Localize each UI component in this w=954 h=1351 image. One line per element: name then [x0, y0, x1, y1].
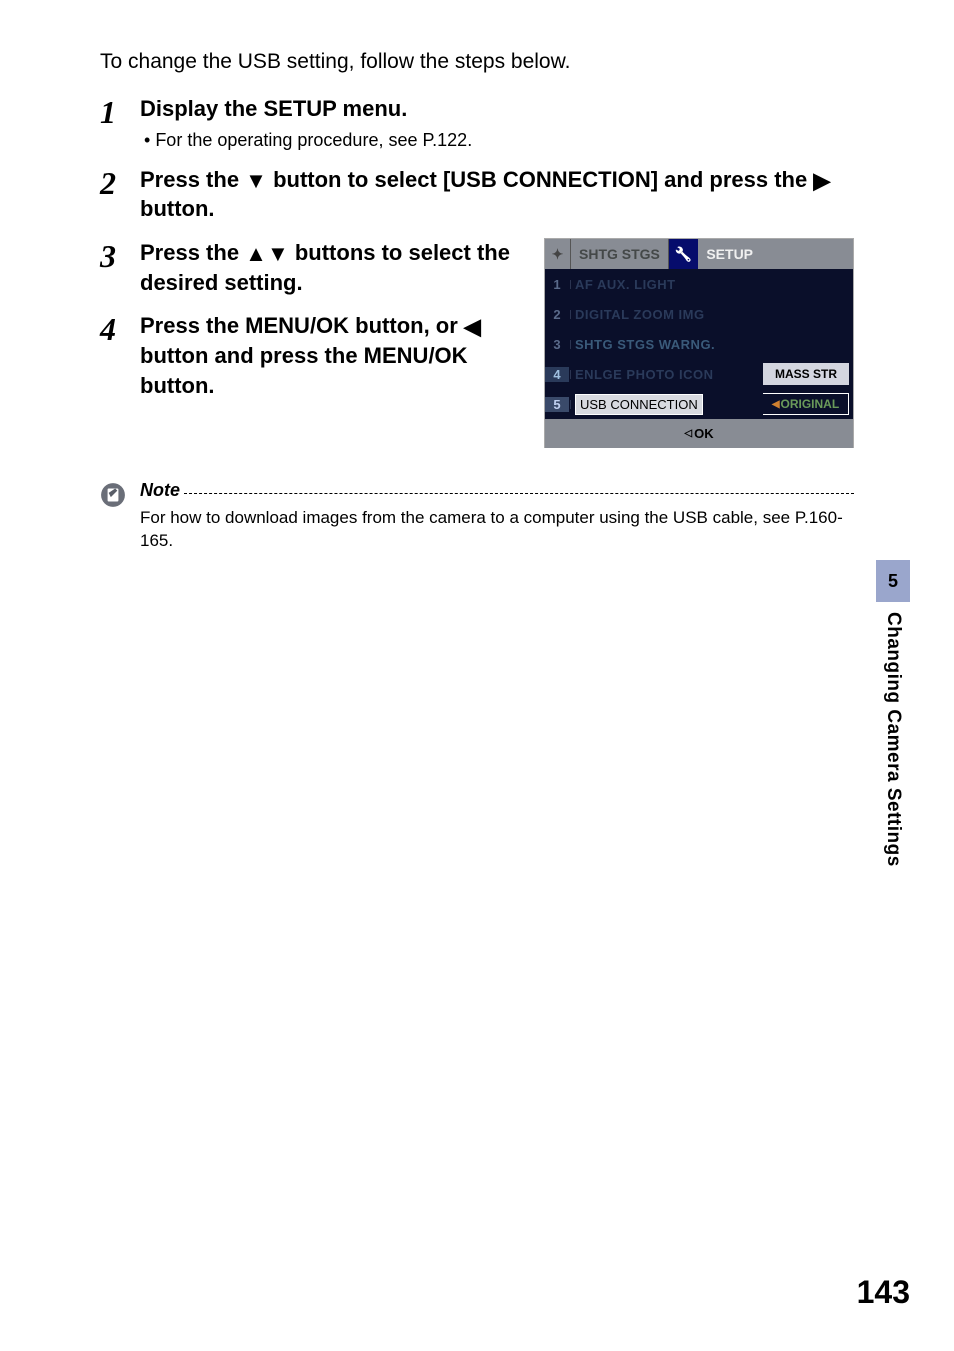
chapter-title: Changing Camera Settings — [882, 602, 904, 867]
step-sub: For the operating procedure, see P.122. — [140, 130, 854, 151]
row-num: 2 — [545, 307, 569, 322]
note-text: For how to download images from the came… — [140, 507, 854, 553]
text-fragment: button to select [USB CONNECTION] and pr… — [267, 167, 813, 192]
arrow-down-icon — [245, 166, 267, 196]
screen-footer: ◁OK — [545, 419, 853, 448]
tab-shtg: SHTG STGS — [571, 239, 669, 269]
step-4: 4 Press the MENU/OK button, or button an… — [100, 311, 526, 400]
text-fragment: button. — [140, 196, 215, 221]
menu-row: 1 AF AUX. LIGHT — [545, 269, 853, 299]
arrow-down-icon — [267, 239, 289, 269]
tab-blank: ✦ — [545, 239, 571, 269]
step-number: 4 — [100, 311, 140, 345]
page-number: 143 — [857, 1274, 910, 1311]
step-number: 2 — [100, 165, 140, 199]
row-label: DIGITAL ZOOM IMG — [569, 307, 853, 322]
row-num: 4 — [545, 367, 569, 382]
menu-row: 2 DIGITAL ZOOM IMG — [545, 299, 853, 329]
row-num: 3 — [545, 337, 569, 352]
wrench-icon — [669, 239, 698, 269]
intro-text: To change the USB setting, follow the st… — [100, 50, 854, 74]
side-tab: 5 Changing Camera Settings — [876, 560, 910, 867]
screen-tabs: ✦ SHTG STGS SETUP — [545, 239, 853, 269]
text-fragment: button and press the MENU/OK button. — [140, 343, 468, 398]
menu-row: 4 ENLGE PHOTO ICON MASS STR — [545, 359, 853, 389]
memo-icon — [100, 482, 126, 508]
row-label: ENLGE PHOTO ICON — [569, 367, 763, 382]
step-title: Display the SETUP menu. — [140, 94, 854, 124]
camera-screen: ✦ SHTG STGS SETUP 1 AF AUX. LIGHT 2 DIGI… — [544, 238, 854, 448]
row-value: ◀ORIGINAL — [763, 393, 849, 415]
arrow-up-icon — [245, 239, 267, 269]
tab-setup: SETUP — [698, 239, 853, 269]
screen-body: 1 AF AUX. LIGHT 2 DIGITAL ZOOM IMG 3 SHT… — [545, 269, 853, 419]
step-2: 2 Press the button to select [USB CONNEC… — [100, 165, 854, 224]
row-label: AF AUX. LIGHT — [569, 277, 853, 292]
arrow-right-icon — [813, 166, 830, 196]
row-label: SHTG STGS WARNG. — [569, 337, 853, 352]
chapter-number: 5 — [876, 560, 910, 602]
row-label: USB CONNECTION — [575, 394, 703, 415]
text-fragment: Press the MENU/OK button, or — [140, 313, 464, 338]
row-num: 1 — [545, 277, 569, 292]
row-num: 5 — [545, 397, 569, 412]
step-3: 3 Press the buttons to select the desire… — [100, 238, 526, 297]
note-dashes — [184, 493, 854, 494]
step-number: 3 — [100, 238, 140, 272]
menu-row: 3 SHTG STGS WARNG. — [545, 329, 853, 359]
note-section: Note For how to download images from the… — [100, 480, 854, 553]
menu-row-selected: 5 USB CONNECTION ◀ORIGINAL — [545, 389, 853, 419]
text-fragment: Press the — [140, 167, 245, 192]
text-fragment: Press the — [140, 240, 245, 265]
step-title: Press the buttons to select the desired … — [140, 238, 526, 297]
step-title: Press the MENU/OK button, or button and … — [140, 311, 526, 400]
step-number: 1 — [100, 94, 140, 128]
row-value: MASS STR — [763, 363, 849, 385]
arrow-left-icon — [464, 312, 481, 342]
step-title: Press the button to select [USB CONNECTI… — [140, 165, 854, 224]
step-1: 1 Display the SETUP menu. For the operat… — [100, 94, 854, 151]
note-title: Note — [140, 480, 180, 501]
